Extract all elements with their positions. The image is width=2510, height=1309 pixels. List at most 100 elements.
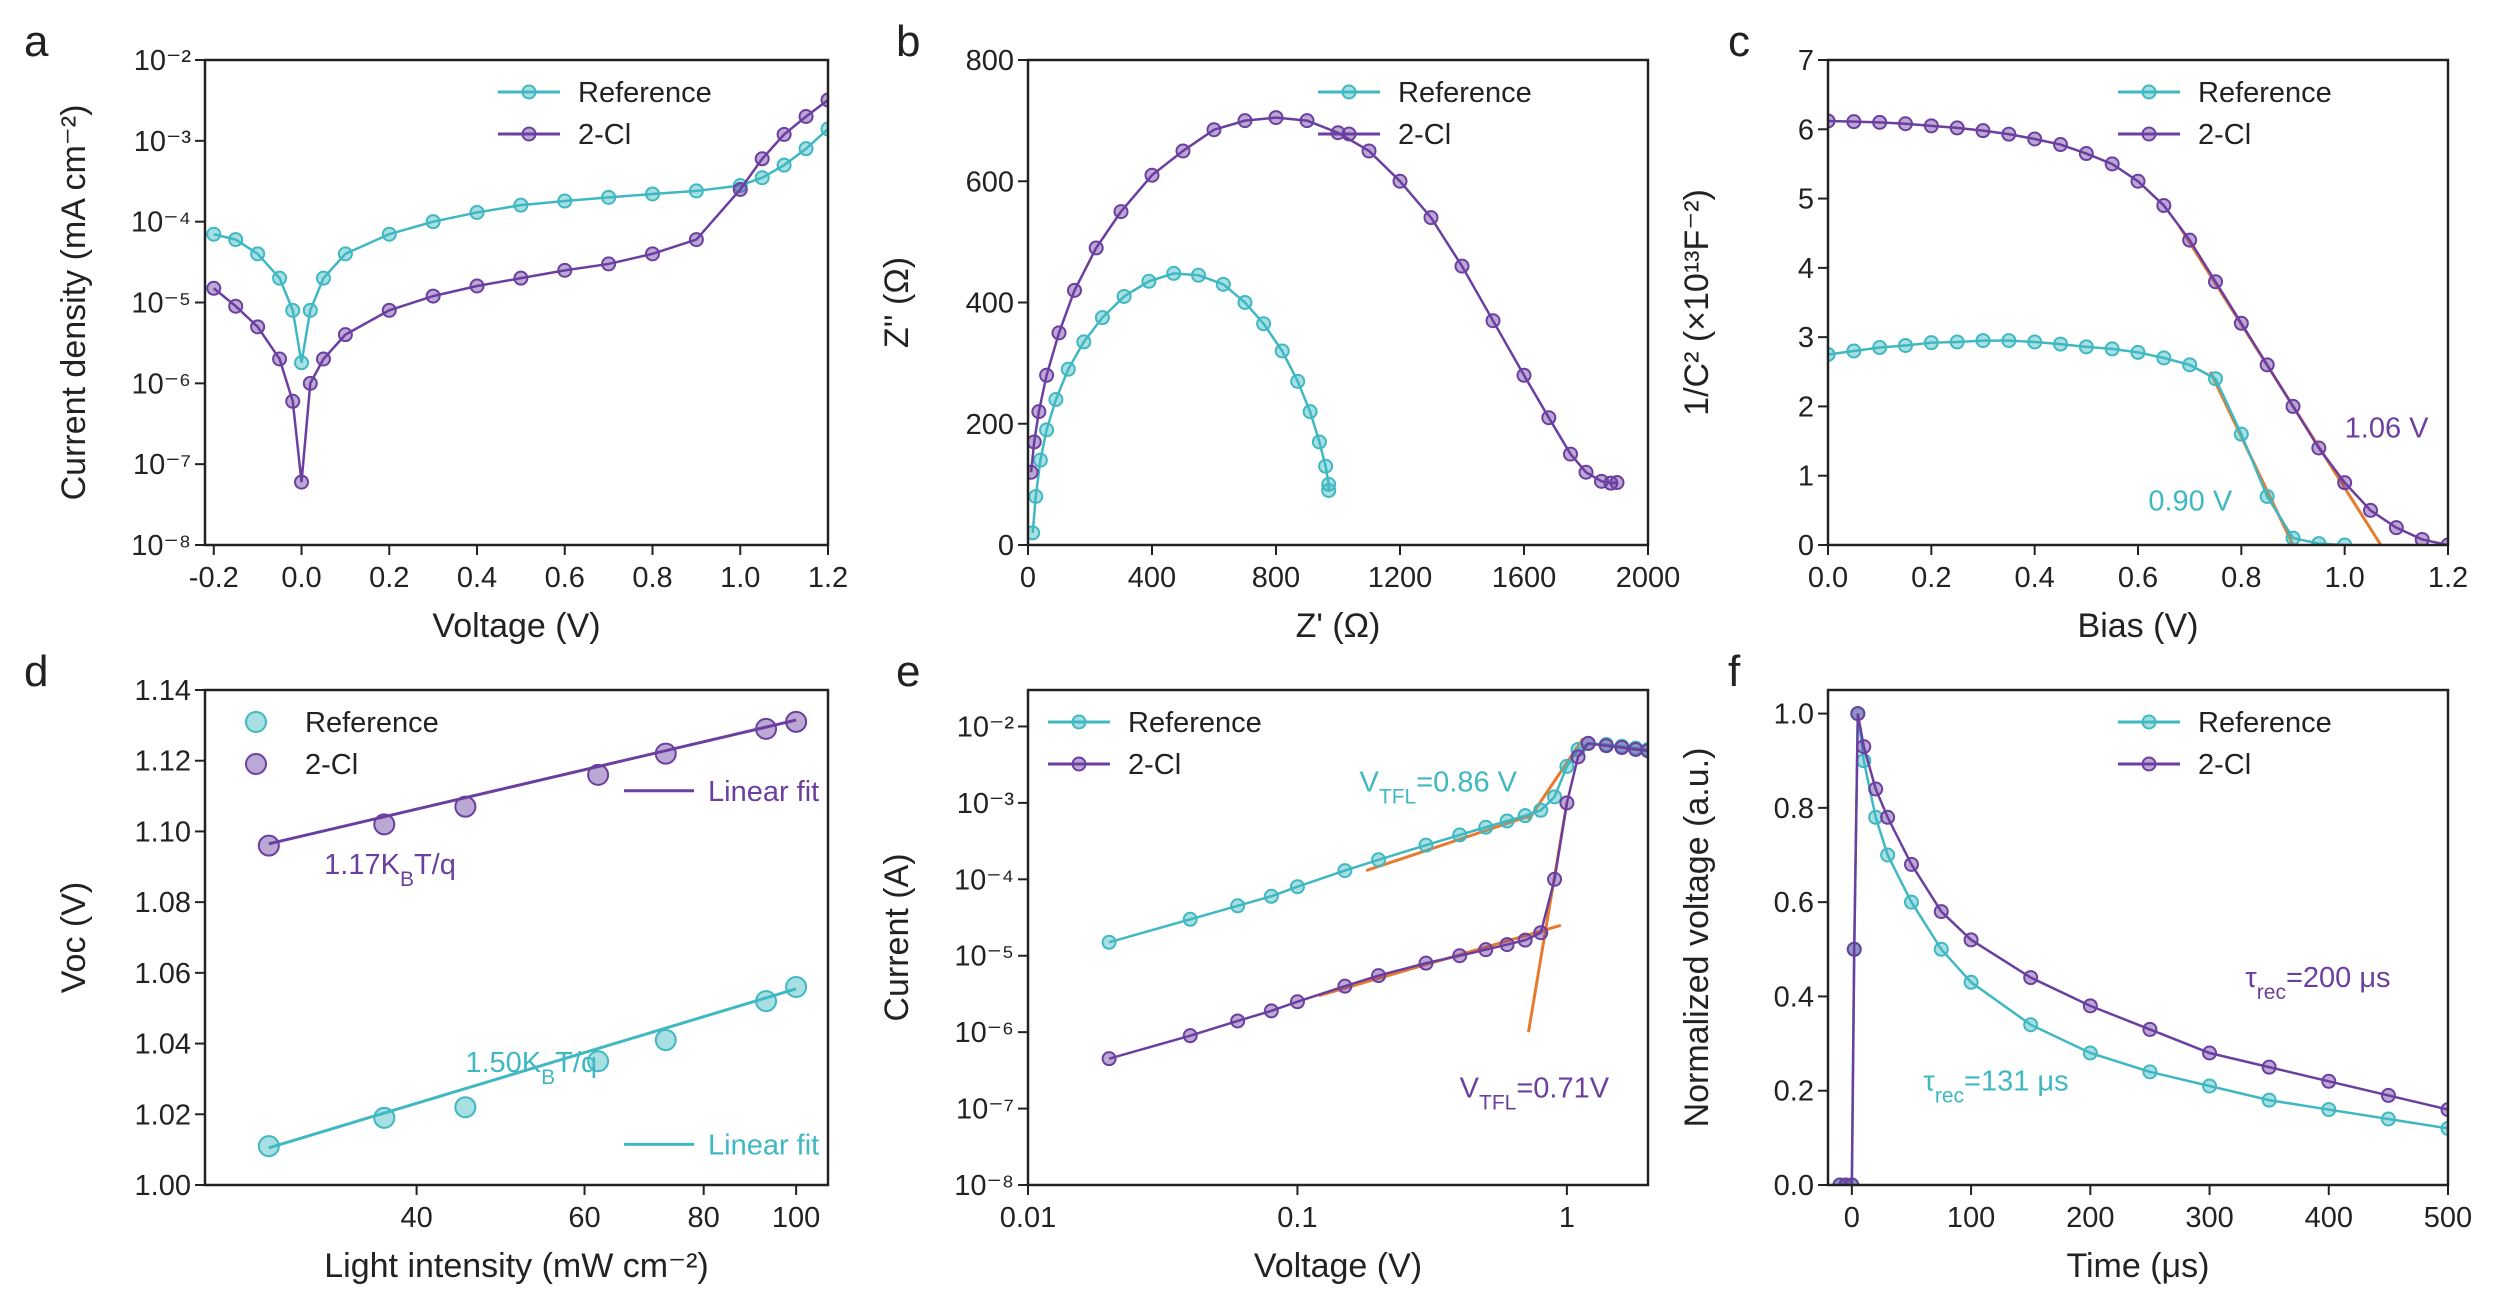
marker bbox=[513, 197, 529, 213]
annotation-part: τ bbox=[2245, 962, 2257, 994]
y-tick-label: 1.08 bbox=[135, 887, 191, 919]
y-tick-label: 6 bbox=[1798, 114, 1814, 146]
x-tick-label: 1.2 bbox=[808, 562, 848, 594]
annotation-part: τ bbox=[1923, 1066, 1935, 1098]
marker bbox=[373, 1106, 396, 1129]
marker bbox=[1868, 781, 1884, 797]
y-tick-label: 0.4 bbox=[1774, 981, 1814, 1013]
y-tick-label: 1.10 bbox=[135, 816, 191, 848]
marker bbox=[1237, 113, 1253, 129]
marker bbox=[1311, 434, 1327, 450]
y-tick-label: 10⁻⁵ bbox=[131, 288, 191, 320]
panel-letter: c bbox=[1728, 17, 1750, 66]
marker bbox=[1628, 741, 1644, 757]
marker bbox=[1478, 819, 1494, 835]
marker bbox=[2078, 146, 2094, 162]
marker bbox=[454, 1096, 477, 1119]
marker bbox=[2142, 1021, 2158, 1037]
x-axis-title: Voltage (V) bbox=[432, 607, 600, 645]
marker bbox=[1337, 863, 1353, 879]
marker bbox=[1872, 340, 1888, 356]
marker bbox=[2233, 426, 2249, 442]
series-line bbox=[1031, 272, 1330, 533]
marker bbox=[1116, 288, 1132, 304]
marker bbox=[1923, 335, 1939, 351]
series-line bbox=[1828, 119, 2448, 545]
x-tick-label: 100 bbox=[772, 1202, 820, 1234]
marker bbox=[337, 327, 353, 343]
marker bbox=[1454, 258, 1470, 274]
marker bbox=[1923, 118, 1939, 134]
marker bbox=[688, 183, 704, 199]
x-tick-label: 500 bbox=[2424, 1202, 2472, 1234]
series-line bbox=[1839, 713, 2448, 1185]
marker bbox=[1274, 343, 1290, 359]
marker bbox=[1076, 334, 1092, 350]
marker bbox=[302, 302, 318, 318]
marker bbox=[601, 189, 617, 205]
marker bbox=[2259, 357, 2275, 373]
x-tick-label: 40 bbox=[400, 1202, 432, 1234]
marker bbox=[1828, 113, 1836, 129]
marker bbox=[272, 270, 288, 286]
legend-marker bbox=[521, 84, 537, 100]
marker bbox=[1051, 325, 1067, 341]
legend-marker bbox=[2141, 714, 2157, 730]
annotation-part: B bbox=[541, 1065, 555, 1088]
marker bbox=[2233, 315, 2249, 331]
marker bbox=[2082, 998, 2098, 1014]
marker bbox=[1850, 706, 1866, 722]
y-tick-label: 10⁻⁷ bbox=[133, 449, 191, 481]
y-tick-label: 10⁻⁶ bbox=[954, 1017, 1014, 1049]
marker bbox=[2104, 341, 2120, 357]
y-axis-title: Normalized voltage (a.u.) bbox=[1678, 748, 1716, 1128]
marker bbox=[1846, 941, 1862, 957]
marker bbox=[1485, 313, 1501, 329]
y-tick-label: 0.8 bbox=[1774, 793, 1814, 825]
marker bbox=[2130, 173, 2146, 189]
annotation: 1.50KBT/q bbox=[465, 1047, 597, 1089]
marker bbox=[2380, 1111, 2396, 1127]
fit-line bbox=[268, 987, 797, 1150]
annotation: 1.17KBT/q bbox=[324, 849, 456, 891]
marker bbox=[1547, 789, 1563, 805]
marker bbox=[2414, 531, 2430, 545]
marker bbox=[1321, 482, 1337, 498]
panel: d 40 60 80 100 1.00 1.02 1.04 1.06 1.08 1.10 1.12 1.… bbox=[24, 647, 830, 1285]
marker bbox=[1963, 974, 1979, 990]
marker bbox=[2440, 1120, 2448, 1136]
marker bbox=[425, 288, 441, 304]
marker bbox=[2363, 502, 2378, 518]
marker bbox=[1318, 458, 1334, 474]
x-tick-label: 1 bbox=[1559, 1202, 1575, 1234]
plot-frame bbox=[203, 58, 830, 547]
plot-area bbox=[1101, 735, 1648, 1067]
marker bbox=[2337, 537, 2353, 545]
marker bbox=[337, 246, 353, 262]
x-tick-label: 2000 bbox=[1616, 562, 1681, 594]
series-line bbox=[213, 128, 828, 363]
marker bbox=[755, 990, 778, 1013]
annotation-part: T/q bbox=[414, 849, 456, 881]
marker bbox=[1533, 925, 1549, 941]
annotation-part: 1.50K bbox=[465, 1047, 541, 1079]
x-tick-label: 1.2 bbox=[2428, 562, 2468, 594]
marker bbox=[1452, 948, 1468, 964]
marker bbox=[2142, 1064, 2158, 1080]
marker bbox=[2208, 371, 2223, 387]
y-tick-label: 3 bbox=[1798, 322, 1814, 354]
y-tick-label: 400 bbox=[966, 288, 1014, 320]
marker bbox=[557, 262, 573, 278]
plot-area bbox=[257, 710, 808, 1158]
legend-label: Reference bbox=[1128, 707, 1262, 739]
marker bbox=[2311, 536, 2327, 545]
plot-frame bbox=[203, 688, 830, 1187]
x-tick-label: 800 bbox=[1252, 562, 1300, 594]
marker bbox=[2388, 520, 2404, 536]
y-tick-label: 10⁻⁴ bbox=[131, 207, 191, 239]
legend-label: Reference bbox=[2198, 77, 2332, 109]
marker bbox=[1517, 932, 1533, 948]
x-tick-label: 100 bbox=[1947, 1202, 1995, 1234]
y-tick-label: 10⁻² bbox=[957, 711, 1015, 743]
